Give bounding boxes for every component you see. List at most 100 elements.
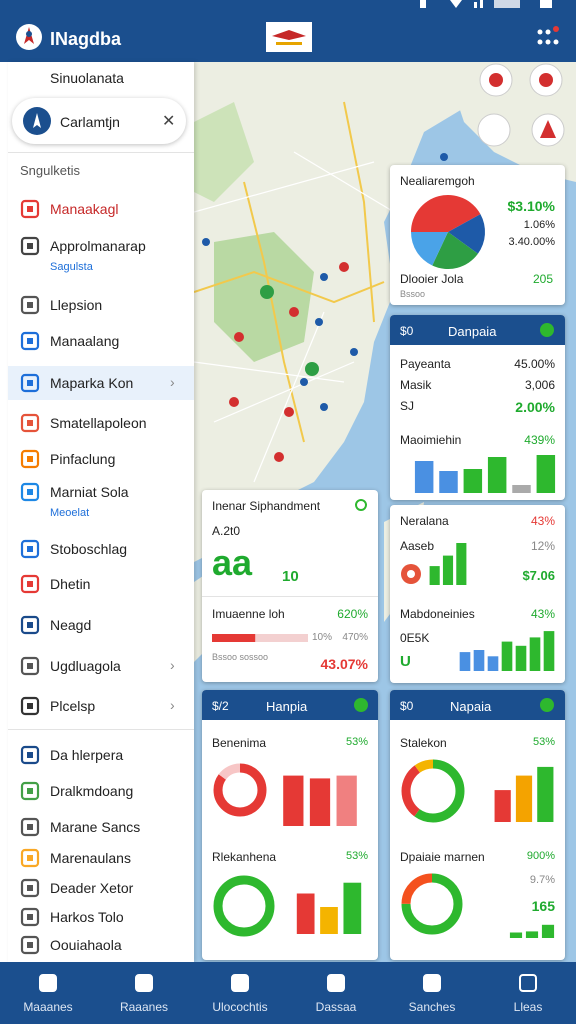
- menu-icon: [20, 236, 40, 256]
- menu-icon: [20, 482, 40, 502]
- label: Neralana: [400, 514, 449, 528]
- icon-shape: [20, 817, 40, 837]
- nav-item[interactable]: Ulocochtis: [192, 962, 288, 1024]
- menu-label: Maparka Kon: [50, 375, 134, 391]
- bar-chart: [283, 775, 357, 826]
- menu-item[interactable]: Dralkmdoang: [8, 774, 194, 808]
- menu-item[interactable]: Ugdluagola ›: [8, 649, 194, 683]
- label: Benenima: [212, 736, 267, 750]
- menu-icon: [20, 539, 40, 559]
- menu-label: Dralkmdoang: [50, 783, 134, 799]
- pie-slice: [432, 232, 478, 269]
- bar: [487, 656, 499, 671]
- value: 53%: [345, 850, 368, 862]
- menu-icon: [20, 331, 40, 351]
- donut-chart: [401, 873, 463, 935]
- icon-shape: [20, 331, 40, 351]
- card-title: Inenar Siphandment: [212, 499, 321, 513]
- menu-item[interactable]: Maparka Kon ›: [8, 366, 194, 400]
- sidebar: Sinuolanata Carlamtjn ✕ Sngulketis Manaa…: [8, 62, 194, 962]
- label: Dpaiaie marnen: [400, 850, 485, 864]
- divider: [8, 152, 194, 153]
- icon-shape: [20, 656, 40, 676]
- chip-label: Carlamtjn: [60, 114, 120, 130]
- bar: [442, 555, 454, 585]
- menu-label: Stoboschlag: [50, 541, 128, 557]
- bar: [463, 469, 483, 493]
- menu-item[interactable]: Marenaulans: [8, 841, 194, 875]
- stat: 3.40.00%: [508, 236, 555, 248]
- panel-code: $0: [400, 699, 414, 713]
- menu-item[interactable]: Llepsion: [8, 288, 194, 322]
- menu-item[interactable]: Approlmanarap: [8, 229, 194, 263]
- menu-label: Pinfaclung: [50, 451, 116, 467]
- donut-chart: [401, 759, 465, 823]
- menu-item[interactable]: Da hlerpera: [8, 738, 194, 772]
- label: Imuaenne loh: [212, 607, 285, 621]
- nav-item[interactable]: Raaanes: [96, 962, 192, 1024]
- status-dot: [540, 698, 554, 712]
- menu-label: Oouiahaola: [50, 937, 122, 953]
- menu-item[interactable]: Pinfaclung: [8, 442, 194, 476]
- bar: [529, 637, 541, 671]
- search-chip[interactable]: Carlamtjn ✕: [12, 98, 186, 144]
- menu-item[interactable]: Oouiahaola: [8, 928, 194, 962]
- donut-chart: [213, 763, 267, 817]
- icon-shape: [327, 974, 345, 992]
- menu-button[interactable]: [536, 26, 560, 50]
- divider: [8, 729, 194, 730]
- menu-label: Plcelsp: [50, 698, 96, 714]
- bar: [414, 461, 434, 493]
- nav-label: Maaanes: [23, 1000, 73, 1014]
- nav-icon: [231, 974, 249, 992]
- menu-item[interactable]: Plcelsp ›: [8, 689, 194, 723]
- status-dot: [354, 698, 368, 712]
- panel-title: Hanpia: [266, 699, 308, 714]
- icon-shape: [20, 574, 40, 594]
- sub: A.2t0: [212, 524, 241, 538]
- nav-item[interactable]: Dassaa: [288, 962, 384, 1024]
- menu-item[interactable]: Manaalang: [8, 324, 194, 358]
- icon-dot: [27, 703, 33, 709]
- menu-item[interactable]: Harkos Tolo: [8, 900, 194, 934]
- chart-title: Mabdoneinies: [400, 607, 475, 621]
- nav-item[interactable]: Sanches: [384, 962, 480, 1024]
- progress-label: 10%: [312, 632, 333, 643]
- bar: [536, 455, 556, 493]
- label: 0E5K: [400, 631, 430, 645]
- bar: [494, 790, 511, 822]
- nav-label: Sanches: [408, 1000, 456, 1014]
- value: 53%: [345, 736, 368, 748]
- value: 12%: [530, 539, 555, 553]
- menu-icon: [20, 373, 40, 393]
- menu-item[interactable]: Stoboschlag: [8, 532, 194, 566]
- panel-header: $/2 Hanpia: [202, 690, 378, 720]
- chip-close[interactable]: ✕: [162, 113, 176, 130]
- icon-shape: [20, 907, 40, 927]
- menu-item[interactable]: Marane Sancs: [8, 810, 194, 844]
- nav-item[interactable]: Maaanes: [0, 962, 96, 1024]
- menu-item[interactable]: Smatellapoleon: [8, 406, 194, 440]
- donut-segment: [213, 875, 275, 937]
- menu-icon: [20, 449, 40, 469]
- donut-segment: [401, 759, 465, 823]
- icon-dot: [27, 581, 33, 587]
- menu-label: Ugdluagola: [50, 658, 121, 674]
- menu-item[interactable]: Manaakagl: [8, 192, 194, 226]
- emblem: [266, 22, 312, 52]
- menu-item[interactable]: Deader Xetor: [8, 871, 194, 905]
- icon-shape: [20, 696, 40, 716]
- menu-label: Deader Xetor: [50, 880, 134, 896]
- menu-icon: [20, 878, 40, 898]
- menu-item[interactable]: Marniat Sola: [8, 475, 194, 509]
- menu-item[interactable]: Dhetin: [8, 567, 194, 601]
- bar-chart: [509, 924, 555, 938]
- sidebar-top-item[interactable]: Sinuolanata: [50, 70, 124, 86]
- menu-item[interactable]: Neagd: [8, 608, 194, 642]
- nav-item[interactable]: Lleas: [480, 962, 576, 1024]
- icon-shape: [20, 295, 40, 315]
- stat: 1.06%: [523, 219, 555, 231]
- refresh[interactable]: [354, 498, 368, 512]
- bar: [283, 775, 304, 826]
